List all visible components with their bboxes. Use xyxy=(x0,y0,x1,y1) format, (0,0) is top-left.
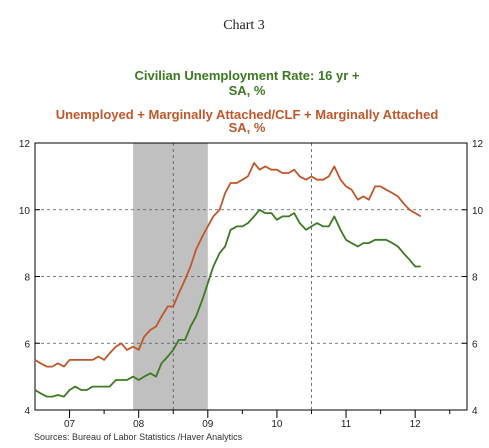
chart-label: Chart 3 xyxy=(223,18,265,33)
source-note: Sources: Bureau of Labor Statistics /Hav… xyxy=(34,432,243,442)
x-tick-label-10: 10 xyxy=(271,419,283,430)
title-series-2-line-2: SA, % xyxy=(229,120,266,135)
y-tick-label-left-4: 4 xyxy=(24,406,30,417)
title-series-1-line-1: Civilian Unemployment Rate: 16 yr + xyxy=(134,68,359,83)
x-tick-label-11: 11 xyxy=(341,419,352,430)
y-tick-label-left-8: 8 xyxy=(24,273,30,284)
y-tick-label-right-12: 12 xyxy=(472,139,484,150)
y-tick-label-right-6: 6 xyxy=(472,339,478,350)
plot-area: 4 4 6 6 8 8 10 10 12 12 07 08 09 10 11 12 xyxy=(19,139,484,430)
x-tick-label-07: 07 xyxy=(64,419,76,430)
y-tick-label-left-12: 12 xyxy=(19,139,31,150)
x-tick-label-08: 08 xyxy=(133,419,145,430)
x-tick-label-12: 12 xyxy=(410,419,422,430)
x-tick-label-09: 09 xyxy=(202,419,214,430)
y-tick-label-right-4: 4 xyxy=(472,406,478,417)
series-line-2 xyxy=(34,162,422,368)
y-tick-label-right-8: 8 xyxy=(472,273,478,284)
y-tick-label-left-10: 10 xyxy=(19,206,31,217)
title-series-2-line-1: Unemployed + Marginally Attached/CLF + M… xyxy=(56,107,439,122)
y-tick-label-left-6: 6 xyxy=(24,339,30,350)
series-line-1 xyxy=(34,208,421,398)
title-series-1-line-2: SA, % xyxy=(229,83,266,98)
y-tick-label-right-10: 10 xyxy=(472,206,484,217)
